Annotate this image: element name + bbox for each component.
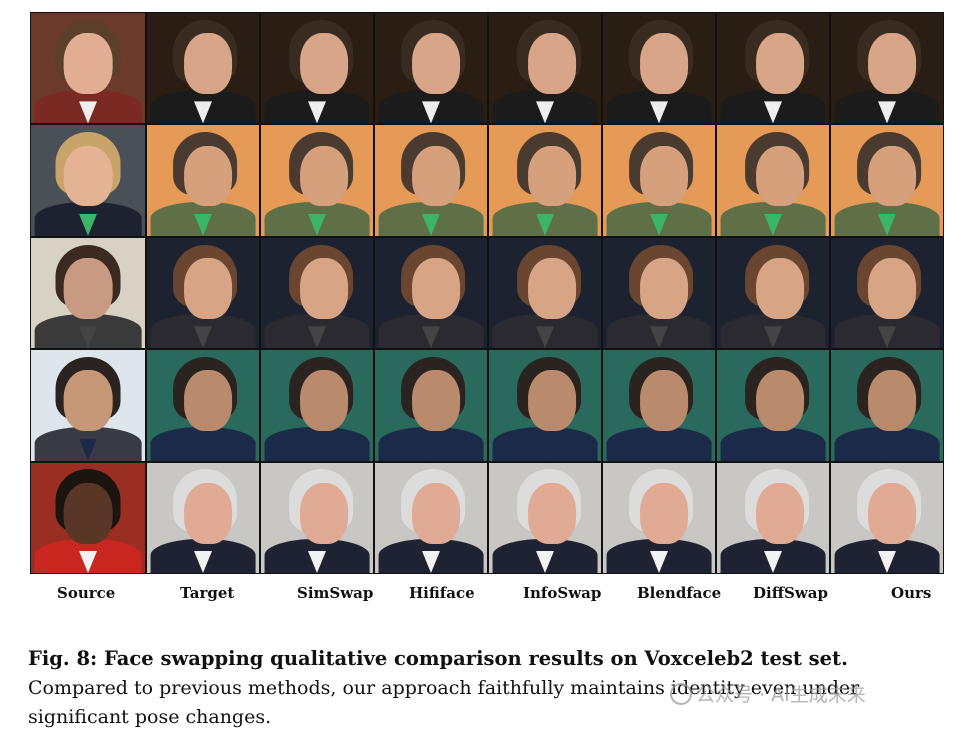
tile-row2-infoswap (488, 124, 602, 237)
person-face (528, 258, 576, 319)
person-face (640, 258, 688, 319)
person-face (63, 258, 113, 319)
tile-row3-source (30, 236, 146, 350)
person-face (63, 145, 113, 207)
tile-row2-source (30, 124, 146, 237)
tile-row3-simswap (260, 236, 374, 350)
person-face (412, 482, 460, 544)
tile-row4-target (146, 349, 260, 462)
person-face (412, 370, 460, 432)
comparison-figure (30, 12, 946, 574)
tile-row2-diffswap (716, 124, 830, 237)
person-face (756, 145, 804, 207)
label-blendface: Blendface (637, 584, 722, 602)
watermark-text: 公众号 · AI生成未来 (696, 684, 866, 706)
tile-row5-target (146, 461, 260, 574)
tile-row3-blendface (602, 236, 716, 350)
tile-row4-source (30, 349, 146, 462)
label-diffswap: DiffSwap (753, 584, 828, 602)
tile-row5-blendface (602, 461, 716, 574)
column-labels: Source Target SimSwap Hififace InfoSwap … (0, 584, 968, 610)
tile-row5-simswap (260, 461, 374, 574)
person-face (868, 33, 916, 94)
person-face (756, 33, 804, 94)
label-ours: Ours (891, 584, 932, 602)
person-face (63, 370, 113, 432)
tile-row3-diffswap (716, 236, 830, 350)
label-hififace: Hififace (409, 584, 475, 602)
person-face (756, 482, 804, 544)
tile-row2-target (146, 124, 260, 237)
person-face (63, 33, 113, 94)
person-face (412, 145, 460, 207)
tile-row4-simswap (260, 349, 374, 462)
person-face (184, 145, 232, 207)
person-face (868, 145, 916, 207)
tile-row5-source (30, 461, 146, 574)
tile-row4-infoswap (488, 349, 602, 462)
tile-row4-diffswap (716, 349, 830, 462)
tile-row1-diffswap (716, 12, 830, 125)
person-face (528, 145, 576, 207)
label-simswap: SimSwap (297, 584, 374, 602)
tile-row3-ours (830, 236, 944, 350)
tile-row2-hififace (374, 124, 488, 237)
person-face (300, 482, 348, 544)
tile-row1-target (146, 12, 260, 125)
caption-text: Compared to previous methods, our approa… (28, 677, 860, 728)
person-face (412, 33, 460, 94)
person-face (184, 482, 232, 544)
person-face (756, 370, 804, 432)
person-face (63, 482, 113, 544)
tile-row5-diffswap (716, 461, 830, 574)
tile-row5-hififace (374, 461, 488, 574)
tile-row1-blendface (602, 12, 716, 125)
person-face (756, 258, 804, 319)
wechat-icon (670, 683, 692, 705)
tile-row4-blendface (602, 349, 716, 462)
person-face (184, 370, 232, 432)
tile-row1-simswap (260, 12, 374, 125)
tile-row1-infoswap (488, 12, 602, 125)
person-face (184, 33, 232, 94)
tile-row1-source (30, 12, 146, 125)
person-face (640, 370, 688, 432)
tile-row5-infoswap (488, 461, 602, 574)
tile-row4-ours (830, 349, 944, 462)
tile-row3-target (146, 236, 260, 350)
person-face (528, 33, 576, 94)
tile-row4-hififace (374, 349, 488, 462)
person-face (300, 258, 348, 319)
tile-row2-ours (830, 124, 944, 237)
person-face (300, 370, 348, 432)
person-face (300, 145, 348, 207)
tile-row5-ours (830, 461, 944, 574)
person-face (412, 258, 460, 319)
figure-caption: Fig. 8: Face swapping qualitative compar… (28, 644, 948, 732)
tile-row3-infoswap (488, 236, 602, 350)
caption-title: Fig. 8: Face swapping qualitative compar… (28, 647, 848, 670)
person-face (640, 482, 688, 544)
person-face (528, 482, 576, 544)
label-source: Source (57, 584, 116, 602)
person-face (300, 33, 348, 94)
person-face (528, 370, 576, 432)
tile-row1-hififace (374, 12, 488, 125)
label-target: Target (180, 584, 235, 602)
person-face (640, 33, 688, 94)
label-infoswap: InfoSwap (523, 584, 602, 602)
tile-row2-blendface (602, 124, 716, 237)
watermark: 公众号 · AI生成未来 (670, 680, 866, 707)
person-face (868, 370, 916, 432)
tile-row3-hififace (374, 236, 488, 350)
person-face (640, 145, 688, 207)
person-face (868, 482, 916, 544)
tile-row1-ours (830, 12, 944, 125)
tile-row2-simswap (260, 124, 374, 237)
person-face (868, 258, 916, 319)
person-face (184, 258, 232, 319)
